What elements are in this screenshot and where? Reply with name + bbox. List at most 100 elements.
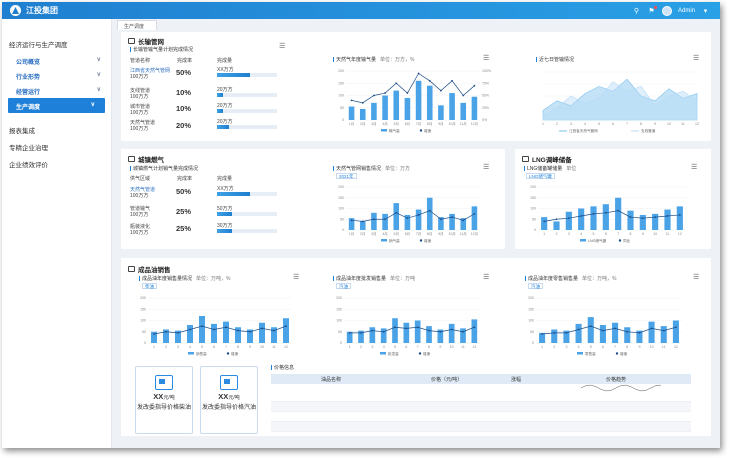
chart-point bbox=[451, 79, 453, 82]
table-row[interactable] bbox=[271, 422, 691, 432]
menu-icon[interactable]: ☰ bbox=[693, 55, 700, 62]
panel-title: 成品油销售 bbox=[128, 264, 171, 274]
chart-bar bbox=[449, 93, 455, 120]
x-tick-label: 9月 bbox=[438, 121, 443, 126]
chart-bar bbox=[211, 323, 217, 343]
chart-bar bbox=[247, 329, 253, 343]
chart-bar bbox=[235, 327, 241, 343]
x-tick-label: 12 bbox=[674, 345, 678, 349]
x-tick-label: 9 bbox=[439, 345, 441, 349]
table-row[interactable] bbox=[271, 402, 691, 412]
chart-bar bbox=[415, 80, 422, 120]
sidebar-group-title[interactable]: 经济运行与生产调度 bbox=[9, 42, 68, 49]
oil-select[interactable]: 柴油 bbox=[142, 283, 157, 289]
chart-point bbox=[285, 325, 287, 328]
search-icon[interactable]: ⚲ bbox=[633, 8, 640, 15]
x-tick-label: 4 bbox=[383, 345, 385, 349]
y-tick-label: 100 bbox=[338, 94, 344, 98]
chart-bar bbox=[426, 326, 432, 343]
progress-bar bbox=[217, 109, 277, 113]
card-value: XX元/吨 bbox=[153, 392, 175, 401]
chart-bar bbox=[563, 330, 570, 343]
price-card-gasoline[interactable]: XX元/吨 发改委指导价格汽油 bbox=[200, 366, 258, 434]
x-tick-label: 3 bbox=[568, 232, 570, 236]
x-tick-label: 11 bbox=[666, 232, 670, 236]
chart-bar bbox=[404, 214, 411, 230]
sidebar-item-reports[interactable]: 报表集成 bbox=[9, 128, 35, 135]
chart-point bbox=[395, 211, 398, 214]
row-unit: 100万方 bbox=[130, 212, 149, 218]
menu-icon[interactable]: ☰ bbox=[693, 274, 700, 281]
sidebar-item-performance[interactable]: 企业绩效评价 bbox=[9, 162, 48, 169]
menu-icon[interactable]: ☰ bbox=[483, 55, 490, 62]
chevron-down-icon[interactable]: ▾ bbox=[703, 8, 708, 15]
tab-production-dispatch[interactable]: 生产调度 bbox=[117, 20, 157, 30]
price-card-diesel[interactable]: XX元/吨 发改委指导价格柴油 bbox=[135, 366, 193, 434]
sidebar-item-industry[interactable]: 行业形势 ∨ bbox=[2, 68, 111, 83]
chart-bar bbox=[415, 209, 422, 230]
x-tick-label: 9 bbox=[642, 232, 644, 236]
x-tick-label: 3 bbox=[565, 345, 567, 349]
oil-select[interactable]: 汽油 bbox=[336, 283, 351, 289]
chart-point bbox=[428, 329, 430, 332]
year-select[interactable]: 2021年 bbox=[336, 173, 357, 179]
chart-point bbox=[473, 84, 476, 87]
x-tick-label: 12 bbox=[284, 345, 288, 349]
chart-bar bbox=[460, 218, 467, 230]
x-tick-label: 2月 bbox=[360, 121, 365, 126]
chart-bar bbox=[438, 105, 444, 120]
chart-bar bbox=[404, 97, 411, 120]
chart-point bbox=[675, 326, 677, 329]
sidebar: 经济运行与生产调度 公司概览 ∨ 行业形势 ∨ 经营运行 ∨ 生产调度 ∨ 报表集成 专… bbox=[2, 19, 112, 448]
menu-icon[interactable]: ☰ bbox=[691, 164, 698, 171]
x-tick-label: 4月 bbox=[382, 231, 387, 236]
chart-bar bbox=[541, 217, 548, 230]
x-tick-label: 11 bbox=[461, 345, 465, 349]
x-tick-label: 6 bbox=[605, 232, 607, 236]
y-tick-label: 150 bbox=[530, 196, 536, 200]
bell-icon[interactable]: ⚑ bbox=[648, 5, 657, 15]
y-tick-label: 0 bbox=[342, 118, 344, 122]
sparkline bbox=[580, 384, 662, 392]
user-name[interactable]: Admin bbox=[677, 8, 695, 14]
progress-bar bbox=[217, 212, 277, 216]
progress-bar bbox=[217, 73, 277, 77]
x-tick-label: 8 bbox=[626, 345, 628, 349]
sidebar-item-production-dispatch[interactable]: 生产调度 ∨ bbox=[8, 98, 105, 113]
panel-title: 城镇燃气 bbox=[128, 154, 164, 164]
x-tick-label: 5月 bbox=[394, 231, 399, 236]
x-tick-label: 8 bbox=[428, 345, 430, 349]
table-row[interactable] bbox=[271, 412, 691, 422]
sidebar-item-operations[interactable]: 经营运行 ∨ bbox=[2, 83, 111, 98]
y-tick-label: 50 bbox=[532, 217, 536, 221]
x-tick-label: 3月 bbox=[371, 231, 376, 236]
table-row[interactable] bbox=[271, 392, 691, 402]
sidebar-item-governance[interactable]: 专精企业治理 bbox=[9, 145, 48, 152]
brand[interactable]: 江投集团 bbox=[10, 5, 58, 16]
menu-icon[interactable]: ☰ bbox=[483, 164, 490, 171]
menu-icon[interactable]: ☰ bbox=[293, 274, 300, 281]
chart-bar bbox=[199, 316, 205, 343]
y-tick-label: 100 bbox=[528, 319, 534, 323]
y-tick-label: 150 bbox=[338, 196, 344, 200]
chart-point bbox=[394, 326, 396, 329]
x-tick-label: 11 bbox=[681, 122, 685, 126]
row-value: XX万方 bbox=[217, 186, 234, 192]
chart-bar bbox=[437, 329, 444, 343]
chart-point bbox=[361, 101, 364, 104]
chart-point bbox=[555, 218, 558, 221]
legend-swatch bbox=[419, 239, 423, 242]
progress-bar bbox=[217, 125, 277, 129]
avatar[interactable] bbox=[661, 6, 672, 16]
y-tick-label: 150 bbox=[140, 307, 146, 311]
chart-bar bbox=[660, 326, 667, 343]
app-window: 江投集团 ⚲ ⚑ Admin ▾ 经济运行与生产调度 公司概览 ∨ 行业形势 ∨ 经… bbox=[2, 2, 720, 448]
tank-select[interactable]: LNG储气罐 bbox=[526, 173, 555, 179]
menu-icon[interactable]: ☰ bbox=[483, 274, 490, 281]
row-name: 天然气管道 bbox=[130, 120, 156, 126]
progress-fill bbox=[217, 73, 250, 77]
sidebar-item-company-overview[interactable]: 公司概览 ∨ bbox=[2, 53, 111, 68]
oil-select[interactable]: 汽油 bbox=[528, 283, 543, 289]
menu-icon[interactable]: ☰ bbox=[279, 43, 286, 50]
progress-fill bbox=[217, 109, 223, 113]
